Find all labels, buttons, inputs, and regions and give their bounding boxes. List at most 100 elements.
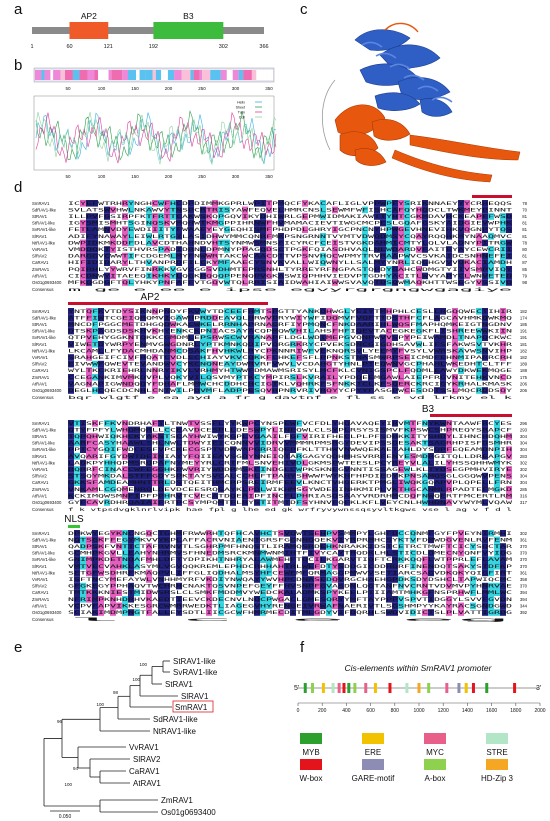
alignment-cell xyxy=(254,239,260,247)
alignment-cell xyxy=(458,380,464,388)
alignment-cell xyxy=(302,589,308,596)
alignment-cell xyxy=(428,426,434,434)
alignment-cell xyxy=(356,347,362,355)
legend-swatch xyxy=(424,733,446,744)
sequence-row: QTPVEHYGGKNTQKKCGMDMLEPSRWSCWVRANAPFLDGL… xyxy=(68,335,513,341)
alignment-cell xyxy=(146,272,152,280)
alignment-cell xyxy=(194,433,200,440)
alignment-cell xyxy=(440,380,446,388)
alignment-cell xyxy=(194,387,200,394)
cis-element-mark xyxy=(485,683,489,693)
alignment-cell xyxy=(500,246,506,253)
alignment-cell xyxy=(494,426,500,434)
alignment-cell xyxy=(122,226,128,233)
alignment-cell xyxy=(86,354,92,361)
alignment-cell xyxy=(284,466,290,473)
alignment-cell xyxy=(200,360,206,368)
blue-sheet xyxy=(354,29,411,51)
alignment-cell xyxy=(488,246,494,253)
alignment-cell xyxy=(86,453,92,460)
alignment-cell xyxy=(398,486,404,493)
alignment-cell xyxy=(164,609,170,616)
alignment-cell xyxy=(206,582,212,590)
alignment-cell xyxy=(176,246,182,253)
nls-bar xyxy=(68,525,80,528)
alignment-cell xyxy=(284,589,290,596)
alignment-cell xyxy=(452,327,458,335)
alignment-cell xyxy=(422,200,428,207)
alignment-cell xyxy=(158,219,164,227)
alignment-cell xyxy=(104,420,110,427)
alignment-cell xyxy=(122,347,128,355)
alignment-cell xyxy=(260,596,266,603)
alignment-cell xyxy=(188,499,194,506)
alignment-cell xyxy=(194,347,200,355)
alignment-cell xyxy=(404,367,410,374)
alignment-cell xyxy=(212,472,218,480)
alignment-cell xyxy=(476,327,482,335)
alignment-cell xyxy=(464,272,470,280)
panel-letter-b: b xyxy=(14,57,22,74)
ss-segment xyxy=(243,70,252,80)
residue-count: 370 xyxy=(520,544,528,549)
alignment-cell xyxy=(158,453,164,460)
alignment-cell xyxy=(446,596,452,603)
alignment-cell xyxy=(164,569,170,577)
alignment-cell xyxy=(224,206,230,214)
alignment-cell xyxy=(404,439,410,447)
alignment-cell xyxy=(464,219,470,227)
species-label: SlRAV2 xyxy=(32,362,47,367)
alignment-cell xyxy=(302,576,308,583)
alignment-cell xyxy=(92,530,98,537)
cis-element-mark xyxy=(321,683,325,693)
alignment-cell xyxy=(242,272,248,280)
alignment-cell xyxy=(110,272,116,280)
alignment-cell xyxy=(110,233,116,240)
alignment-cell xyxy=(164,206,170,214)
alignment-cell xyxy=(488,272,494,280)
alignment-cell xyxy=(362,387,368,394)
alignment-cell xyxy=(248,387,254,394)
ss-plot-tick: 50 xyxy=(65,174,71,179)
alignment-cell xyxy=(236,387,242,394)
alignment-cell xyxy=(278,200,284,207)
panel-letter-e: e xyxy=(14,639,22,656)
alignment-cell xyxy=(152,479,158,486)
alignment-cell xyxy=(110,439,116,447)
alignment-cell xyxy=(164,380,170,388)
alignment-cell xyxy=(218,420,224,427)
alignment-cell xyxy=(152,272,158,280)
alignment-cell xyxy=(332,472,338,480)
alignment-cell xyxy=(158,530,164,537)
ss-strip-tick: 100 xyxy=(98,86,106,91)
alignment-cell xyxy=(158,479,164,486)
alignment-cell xyxy=(296,327,302,335)
alignment-cell xyxy=(392,556,398,563)
ss-segment xyxy=(161,70,164,80)
alignment-cell xyxy=(254,420,260,427)
alignment-cell xyxy=(212,219,218,227)
alignment-cell xyxy=(368,321,374,328)
alignment-cell xyxy=(470,576,476,583)
alignment-cell xyxy=(230,466,236,473)
alignment-cell xyxy=(122,530,128,537)
alignment-cell xyxy=(128,459,134,467)
alignment-cell xyxy=(218,602,224,610)
alignment-cell xyxy=(206,374,212,381)
alignment-cell xyxy=(236,374,242,381)
alignment-cell xyxy=(260,556,266,563)
alignment-cell xyxy=(242,266,248,273)
alignment-cell xyxy=(278,272,284,280)
alignment-cell xyxy=(110,239,116,247)
alignment-cell xyxy=(170,206,176,214)
alignment-cell xyxy=(476,367,482,374)
alignment-cell xyxy=(410,420,416,427)
ss-segment xyxy=(145,70,153,80)
alignment-cell xyxy=(446,582,452,590)
alignment-cell xyxy=(194,308,200,315)
alignment-cell xyxy=(266,321,272,328)
alignment-cell xyxy=(446,499,452,506)
alignment-cell xyxy=(272,492,278,500)
cis-element-mark xyxy=(342,683,346,693)
alignment-cell xyxy=(170,233,176,240)
